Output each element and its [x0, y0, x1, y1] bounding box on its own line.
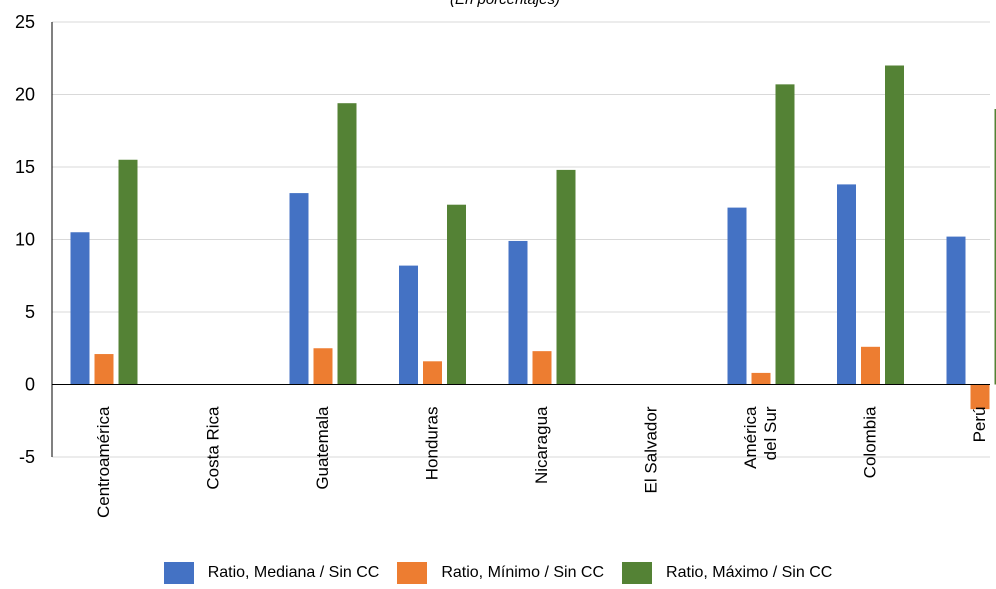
x-tick-label-line: Guatemala	[313, 406, 332, 490]
legend-item: Ratio, Mínimo / Sin CC	[397, 562, 604, 584]
y-tick-label: 10	[15, 230, 35, 250]
bars	[70, 65, 996, 410]
bar-minimo	[423, 361, 442, 385]
x-tick-label-line: Costa Rica	[204, 406, 223, 490]
legend-swatch	[163, 562, 194, 584]
x-tick-label-line: El Salvador	[642, 406, 661, 493]
bar-mediana	[70, 232, 90, 385]
bar-maximo	[885, 65, 904, 385]
chart-subtitle: (En porcentajes)	[450, 0, 560, 8]
x-tick-label-line: América	[741, 406, 760, 469]
y-tick-label: 20	[15, 85, 35, 105]
x-tick-label: Perú	[970, 407, 989, 443]
bar-mediana	[727, 207, 747, 385]
x-tick-label: América del Sur	[741, 406, 780, 469]
bar-minimo	[751, 372, 771, 385]
x-tick-label-line: Nicaragua	[532, 406, 551, 484]
bar-mediana	[399, 265, 418, 385]
x-tick-label-line: Centroamérica	[94, 406, 113, 518]
bar-maximo	[337, 103, 357, 385]
legend-swatch	[397, 562, 428, 584]
x-tick-label: Centroamérica	[94, 406, 113, 518]
legend-item: Ratio, Máximo / Sin CC	[622, 562, 832, 584]
bar-maximo	[118, 159, 138, 385]
bar-mediana	[837, 184, 856, 385]
y-axis: -5 0 5 10 15 20 25	[15, 12, 53, 467]
bar-maximo	[447, 204, 466, 385]
bar-minimo	[532, 351, 552, 385]
bar-minimo	[313, 348, 333, 385]
bar-maximo	[775, 84, 795, 385]
x-tick-label: Nicaragua	[532, 406, 551, 484]
legend-label: Ratio, Máximo / Sin CC	[666, 564, 833, 581]
x-tick-label-line: del Sur	[761, 406, 780, 460]
legend-item: Ratio, Mediana / Sin CC	[163, 562, 380, 584]
legend: Ratio, Mediana / Sin CC Ratio, Mínimo / S…	[0, 562, 996, 584]
x-tick-label: Guatemala	[313, 406, 332, 490]
bar-maximo	[994, 109, 996, 385]
legend-label: Ratio, Mínimo / Sin CC	[441, 564, 605, 581]
legend-swatch	[622, 562, 653, 584]
y-tick-label: 15	[15, 157, 35, 177]
x-tick-label: Colombia	[861, 406, 880, 478]
y-tick-label: 25	[15, 12, 35, 32]
y-tick-label: 5	[25, 302, 35, 322]
x-tick-label: Honduras	[423, 407, 442, 481]
x-tick-label-line: Colombia	[861, 406, 880, 478]
x-tick-label: El Salvador	[642, 406, 661, 493]
y-tick-label: -5	[19, 447, 35, 467]
bar-mediana	[289, 193, 309, 385]
x-tick-label: Costa Rica	[204, 406, 223, 490]
bar-mediana	[508, 240, 528, 385]
bar-minimo	[94, 354, 114, 385]
y-tick-label: 0	[25, 375, 35, 395]
bar-mediana	[946, 236, 966, 385]
bar-minimo	[970, 384, 990, 410]
gridlines	[52, 21, 990, 458]
x-axis: Centroamérica Costa Rica Guatemala Honduras…	[52, 384, 990, 518]
x-tick-label-line: Perú	[970, 407, 989, 443]
bar-maximo	[556, 169, 576, 385]
x-tick-label-line: Honduras	[423, 407, 442, 481]
bar-minimo	[861, 346, 880, 385]
legend-label: Ratio, Mediana / Sin CC	[207, 564, 380, 581]
